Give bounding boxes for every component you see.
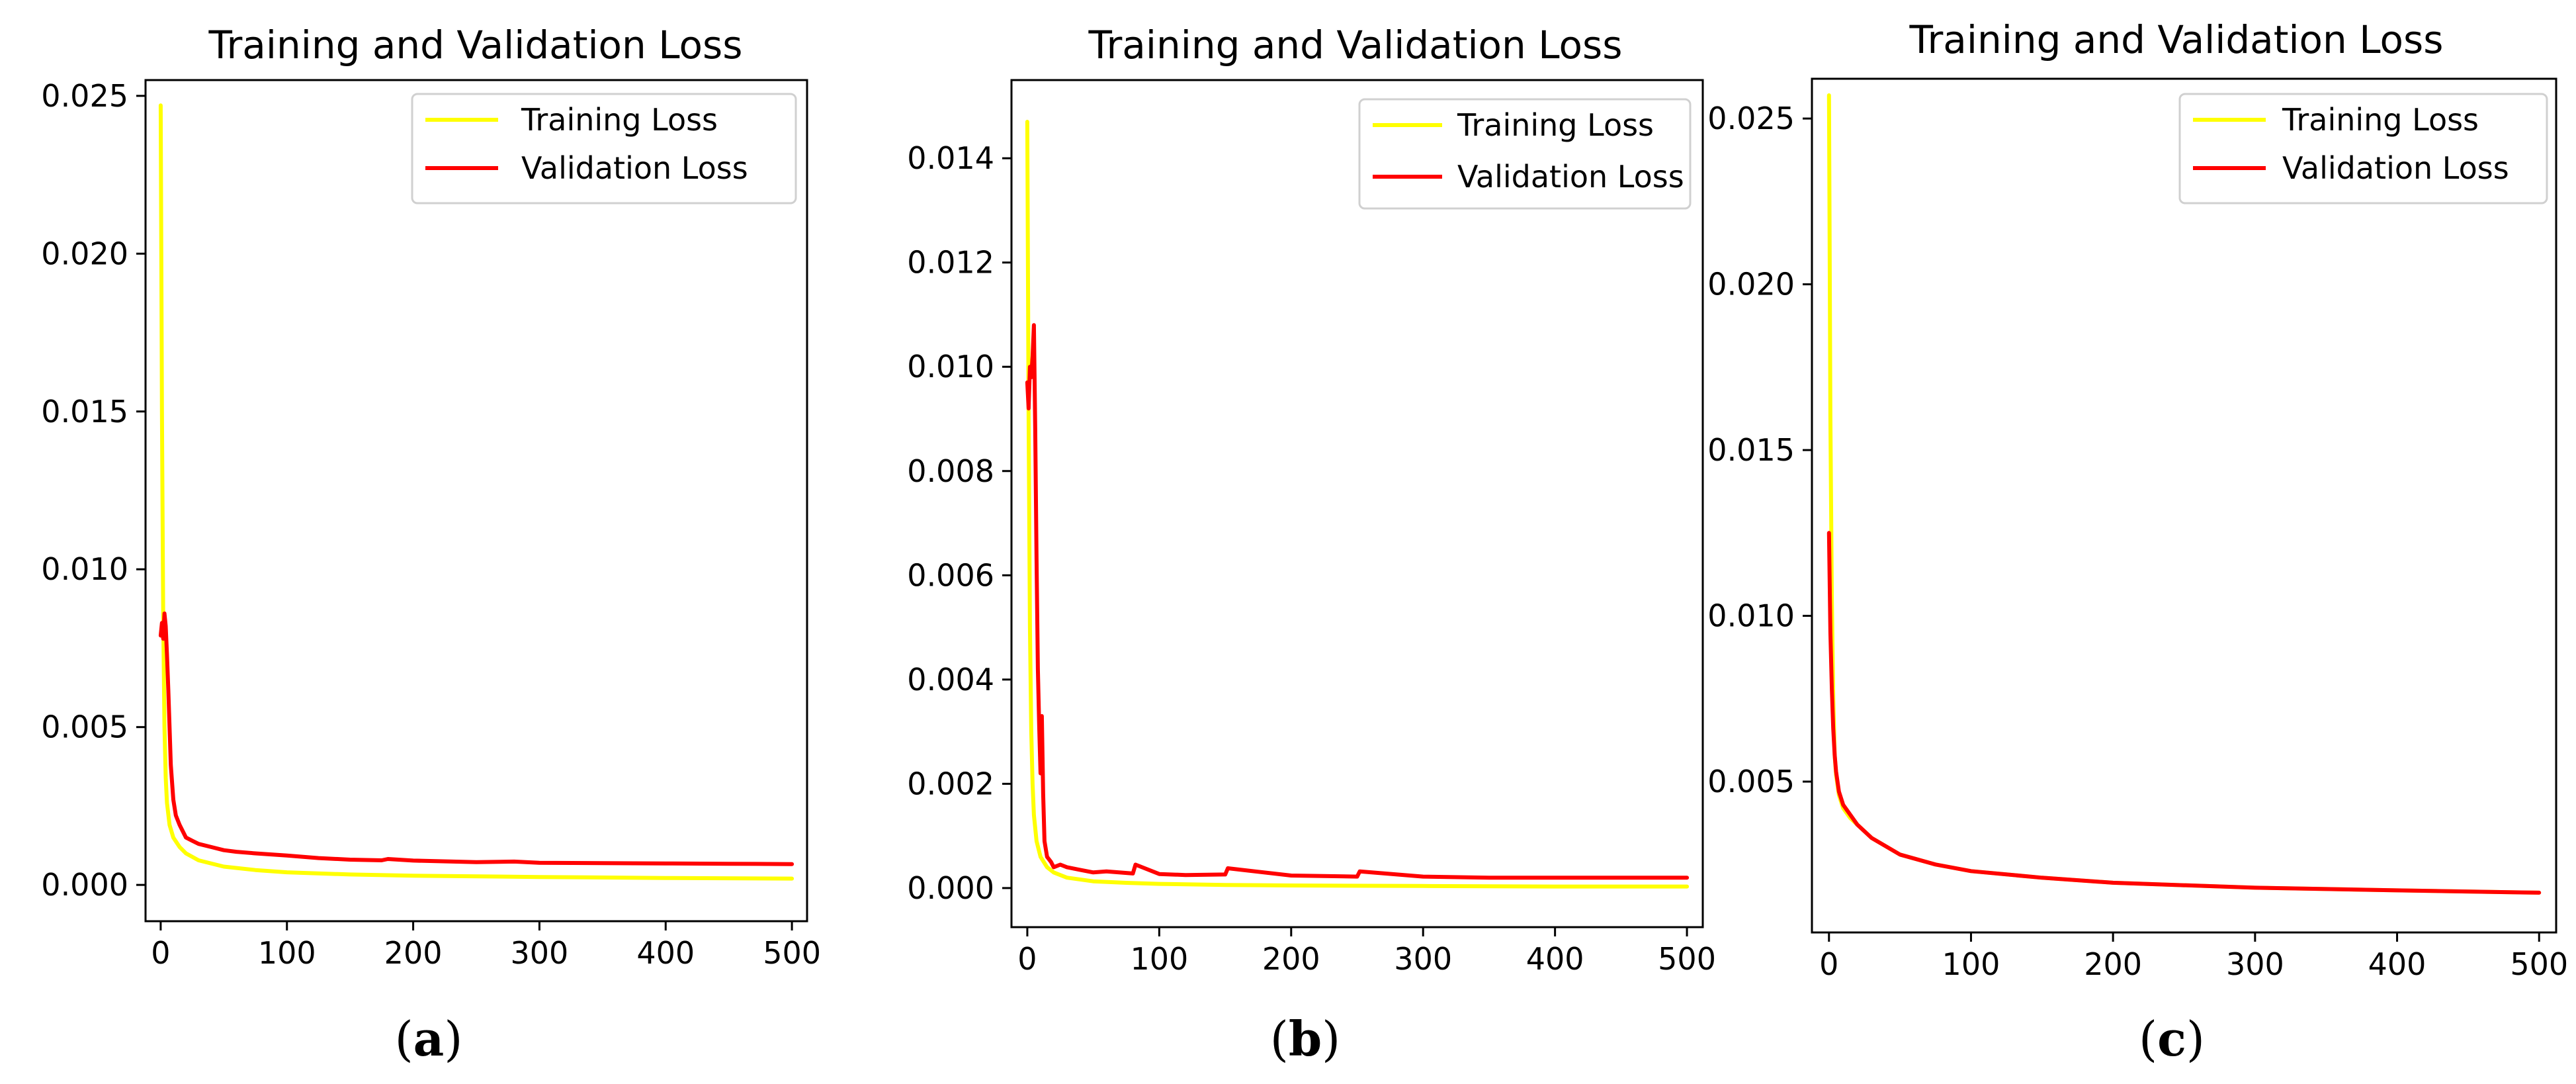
plot-frame (1811, 77, 2557, 934)
y-tick-label: 0.025 (1707, 101, 1795, 136)
x-tick-label: 100 (1130, 941, 1188, 977)
y-tick-label: 0.015 (1707, 432, 1795, 468)
y-tick-label: 0.012 (907, 245, 994, 281)
x-tick-label: 400 (2368, 946, 2426, 982)
chart-title: Training and Validation Loss (208, 23, 743, 68)
legend-label-training: Training Loss (521, 102, 718, 138)
legend-label-training: Training Loss (2282, 102, 2479, 138)
legend: Training Loss Validation Loss (1358, 98, 1692, 210)
y-tick-label: 0.002 (907, 766, 994, 801)
x-tick-label: 500 (1658, 941, 1716, 977)
y-tick-label: 0.015 (41, 394, 128, 429)
y-tick-label: 0.010 (41, 551, 128, 587)
x-tick-label: 200 (384, 935, 443, 971)
y-tick-label: 0.014 (907, 140, 994, 176)
x-tick-label: 300 (2226, 946, 2284, 982)
x-tick-label: 0 (1017, 941, 1037, 977)
plot-frame (1010, 79, 1704, 928)
legend: Training Loss Validation Loss (2178, 93, 2548, 204)
legend-label-validation: Validation Loss (521, 150, 748, 186)
legend-label-training: Training Loss (1457, 107, 1654, 143)
y-tick-label: 0.004 (907, 662, 994, 698)
x-tick-label: 100 (1942, 946, 2000, 982)
series-line-validation (1025, 323, 1690, 880)
legend-box (2178, 93, 2548, 204)
y-tick-label: 0.010 (1707, 598, 1795, 634)
chart-title: Training and Validation Loss (1088, 23, 1623, 68)
y-tick-label: 0.000 (41, 867, 128, 903)
panel-caption-a: (a) (395, 1011, 463, 1067)
x-tick-label: 200 (2084, 946, 2142, 982)
x-tick-label: 100 (258, 935, 316, 971)
chart-panel-a: Training and Validation Loss 0 100 200 300 4… (41, 23, 821, 1067)
chart-panel-c: Training and Validation Loss 0 100 200 300 4… (1707, 17, 2568, 1067)
series-line-validation (1826, 531, 2542, 895)
series-line-training (158, 103, 794, 881)
x-tick-label: 500 (763, 935, 821, 971)
y-tick-label: 0.000 (907, 870, 994, 906)
x-tick-label: 300 (1394, 941, 1452, 977)
series-line-training (1826, 93, 2542, 895)
legend: Training Loss Validation Loss (411, 93, 797, 204)
y-tick-label: 0.006 (907, 557, 994, 593)
y-tick-label: 0.005 (1707, 764, 1795, 799)
legend-label-validation: Validation Loss (1457, 159, 1684, 195)
x-tick-label: 300 (511, 935, 569, 971)
chart-panel-b: Training and Validation Loss 0 100 200 300 4… (907, 23, 1716, 1067)
chart-title: Training and Validation Loss (1909, 17, 2444, 62)
x-tick-label: 500 (2510, 946, 2568, 982)
x-tick-label: 200 (1262, 941, 1320, 977)
series-line-training (1025, 120, 1690, 889)
y-tick-label: 0.005 (41, 709, 128, 745)
panel-caption-c: (c) (2139, 1011, 2205, 1067)
series-line-validation (158, 611, 794, 866)
y-tick-label: 0.020 (41, 236, 128, 271)
y-tick-label: 0.008 (907, 453, 994, 489)
legend-label-validation: Validation Loss (2282, 150, 2509, 186)
y-tick-label: 0.020 (1707, 267, 1795, 302)
y-tick-label: 0.025 (41, 78, 128, 114)
y-tick-label: 0.010 (907, 349, 994, 384)
x-tick-label: 400 (636, 935, 695, 971)
panel-caption-b: (b) (1270, 1011, 1341, 1067)
plot-frame (144, 79, 808, 923)
x-tick-label: 0 (1819, 946, 1838, 982)
x-tick-label: 0 (151, 935, 170, 971)
legend-box (411, 93, 797, 204)
x-tick-label: 400 (1526, 941, 1584, 977)
